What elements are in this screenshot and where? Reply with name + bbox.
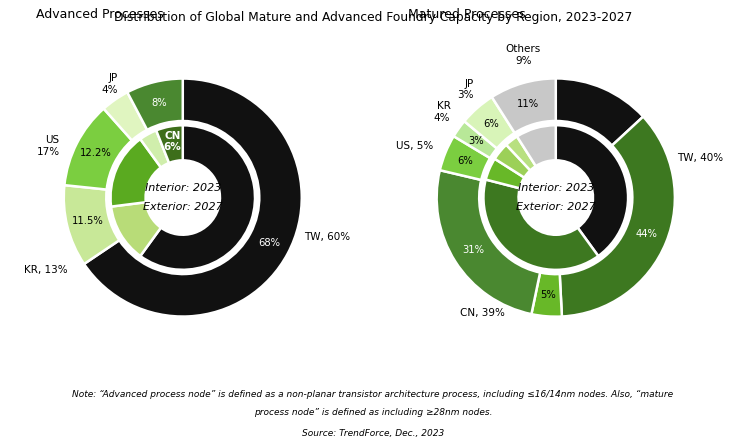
Text: 11.5%: 11.5% xyxy=(72,216,104,226)
Text: 11%: 11% xyxy=(518,99,539,108)
Wedge shape xyxy=(495,145,530,178)
Wedge shape xyxy=(110,139,161,206)
Wedge shape xyxy=(531,273,562,317)
Text: JP
4%: JP 4% xyxy=(101,73,118,95)
Text: CN, 39%: CN, 39% xyxy=(460,308,505,318)
Wedge shape xyxy=(556,78,643,146)
Wedge shape xyxy=(436,170,540,314)
Text: 8%: 8% xyxy=(151,97,167,108)
Wedge shape xyxy=(440,136,490,180)
Wedge shape xyxy=(492,78,556,133)
Text: JP
3%: JP 3% xyxy=(457,79,474,100)
Text: 68%: 68% xyxy=(258,239,280,248)
Text: Interior: 2023: Interior: 2023 xyxy=(145,183,221,193)
Wedge shape xyxy=(128,78,183,130)
Wedge shape xyxy=(454,121,497,158)
Text: Distribution of Global Mature and Advanced Foundry Capacity by Region, 2023-2027: Distribution of Global Mature and Advanc… xyxy=(114,11,632,24)
Text: 12.2%: 12.2% xyxy=(80,148,112,158)
Wedge shape xyxy=(517,125,556,166)
Text: 44%: 44% xyxy=(636,229,657,239)
Wedge shape xyxy=(483,179,598,270)
Text: 6%: 6% xyxy=(457,156,473,166)
Text: US
17%: US 17% xyxy=(37,135,60,157)
Text: Matured Processes: Matured Processes xyxy=(408,8,526,21)
Wedge shape xyxy=(111,202,161,256)
Wedge shape xyxy=(507,136,536,170)
Text: TW, 60%: TW, 60% xyxy=(304,232,350,242)
Text: TW, 40%: TW, 40% xyxy=(677,153,724,163)
Text: Source: TrendForce, Dec., 2023: Source: TrendForce, Dec., 2023 xyxy=(302,429,444,437)
Wedge shape xyxy=(104,92,147,140)
Wedge shape xyxy=(560,116,675,317)
Wedge shape xyxy=(464,97,515,149)
Wedge shape xyxy=(140,131,169,168)
Text: Advanced Processes: Advanced Processes xyxy=(36,8,163,21)
Text: 5%: 5% xyxy=(540,290,556,300)
Text: CN
6%: CN 6% xyxy=(163,131,181,153)
Wedge shape xyxy=(486,159,524,188)
Wedge shape xyxy=(156,125,183,163)
Text: Note: “Advanced process node” is defined as a non-planar transistor architecture: Note: “Advanced process node” is defined… xyxy=(72,390,674,399)
Text: Interior: 2023: Interior: 2023 xyxy=(518,183,594,193)
Text: US, 5%: US, 5% xyxy=(396,141,433,151)
Text: process node” is defined as including ≥28nm nodes.: process node” is defined as including ≥2… xyxy=(254,408,492,417)
Text: KR
4%: KR 4% xyxy=(434,101,451,123)
Wedge shape xyxy=(64,108,132,190)
Text: Others
9%: Others 9% xyxy=(506,44,541,66)
Text: KR, 13%: KR, 13% xyxy=(24,265,67,275)
Wedge shape xyxy=(556,125,628,256)
Text: Exterior: 2027: Exterior: 2027 xyxy=(516,202,595,212)
Text: Exterior: 2027: Exterior: 2027 xyxy=(143,202,222,212)
Wedge shape xyxy=(140,125,255,270)
Wedge shape xyxy=(63,185,119,264)
Text: 31%: 31% xyxy=(463,245,484,255)
Wedge shape xyxy=(84,78,302,317)
Text: 6%: 6% xyxy=(483,119,499,129)
Text: 3%: 3% xyxy=(468,136,484,146)
